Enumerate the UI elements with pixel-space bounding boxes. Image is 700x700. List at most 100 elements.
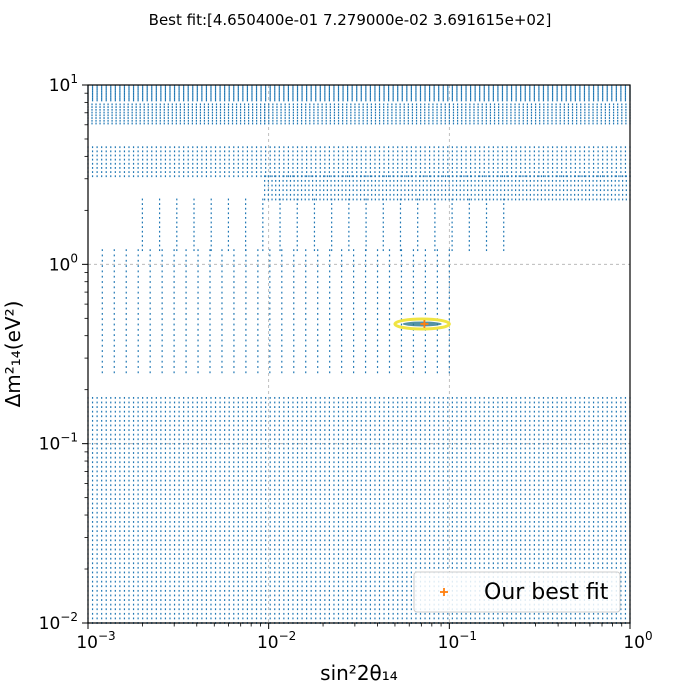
scan-point <box>132 92 135 95</box>
scan-point <box>269 146 271 149</box>
scan-point <box>456 94 458 96</box>
scan-point <box>526 117 528 119</box>
scan-point <box>315 154 317 157</box>
scan-point <box>401 97 403 100</box>
scan-point <box>424 254 427 257</box>
scan-point <box>203 106 206 108</box>
scan-point <box>219 117 222 119</box>
scan-point <box>602 154 604 157</box>
scan-point <box>101 171 103 173</box>
scan-point <box>424 286 427 289</box>
scan-point <box>137 286 139 289</box>
scan-point <box>400 350 403 352</box>
scan-point <box>173 88 176 91</box>
scan-point <box>287 92 290 95</box>
scan-point <box>110 548 112 551</box>
scan-point <box>325 117 327 119</box>
scan-point <box>310 162 312 165</box>
scan-point <box>419 150 422 153</box>
scan-point <box>149 259 151 262</box>
scan-point <box>147 119 149 122</box>
scan-point <box>561 158 563 161</box>
scan-point <box>178 95 180 98</box>
scan-block <box>264 175 631 201</box>
scan-point <box>91 122 93 125</box>
scan-point <box>292 175 294 178</box>
scan-point <box>293 179 295 182</box>
scan-point <box>493 119 496 122</box>
scan-point <box>246 86 249 89</box>
scan-point <box>363 193 365 196</box>
scan-point <box>374 108 377 111</box>
scan-point <box>577 193 579 196</box>
scan-point <box>596 114 598 117</box>
scan-point <box>233 334 235 337</box>
scan-point <box>432 108 434 111</box>
scan-point <box>265 171 267 173</box>
scan-point <box>401 158 403 161</box>
scan-point <box>485 216 488 219</box>
scan-point <box>396 184 399 187</box>
scan-point <box>319 90 321 93</box>
scan-point <box>257 307 259 310</box>
scan-point <box>559 198 561 201</box>
scan-point <box>501 94 504 96</box>
scan-point <box>101 150 103 153</box>
scan-point <box>400 249 403 252</box>
scan-point <box>374 86 376 89</box>
scan-point <box>510 95 513 98</box>
scan-point <box>161 312 163 315</box>
scan-point <box>388 355 391 358</box>
scan-point <box>345 193 347 196</box>
scan-point <box>367 193 369 196</box>
scan-point <box>533 84 535 87</box>
scan-point <box>529 86 531 89</box>
scan-point <box>501 90 504 93</box>
scan-point <box>257 270 259 273</box>
scan-point <box>215 103 218 106</box>
scan-point <box>305 344 307 347</box>
scan-point <box>506 162 508 165</box>
scan-point <box>334 193 336 196</box>
scan-point <box>91 396 94 399</box>
scan-point <box>555 189 557 192</box>
scan-point <box>110 612 112 615</box>
scan-point <box>474 154 476 157</box>
scan-point <box>96 406 98 408</box>
scan-point <box>113 259 115 262</box>
scan-point <box>510 117 512 119</box>
scan-point <box>351 171 353 173</box>
scan-point <box>175 122 177 125</box>
scan-point <box>219 99 221 102</box>
scan-point <box>424 103 426 106</box>
scan-point <box>231 108 234 111</box>
scan-point <box>260 114 262 117</box>
scan-point <box>371 179 373 182</box>
scan-point <box>577 189 579 192</box>
scan-point <box>135 114 137 117</box>
scan-point <box>463 179 465 182</box>
scan-point <box>167 117 169 119</box>
scan-point <box>426 179 428 182</box>
scan-point <box>251 97 253 100</box>
scan-point <box>197 249 199 252</box>
scan-point <box>456 108 459 111</box>
scan-point <box>436 270 438 273</box>
scan-point <box>105 95 107 98</box>
scan-point <box>123 84 126 87</box>
scan-point <box>305 355 307 358</box>
scan-point <box>584 114 586 117</box>
scan-point <box>351 88 353 91</box>
scan-point <box>323 189 325 192</box>
scan-point <box>278 99 280 102</box>
scan-point <box>334 184 336 187</box>
scan-point <box>451 158 453 161</box>
scan-point <box>91 117 93 119</box>
scan-point <box>376 249 379 252</box>
scan-point <box>274 162 276 165</box>
scan-point <box>192 146 194 149</box>
scan-point <box>433 189 436 192</box>
scan-point <box>364 371 367 374</box>
scan-point <box>497 90 499 93</box>
scan-point <box>110 158 112 161</box>
